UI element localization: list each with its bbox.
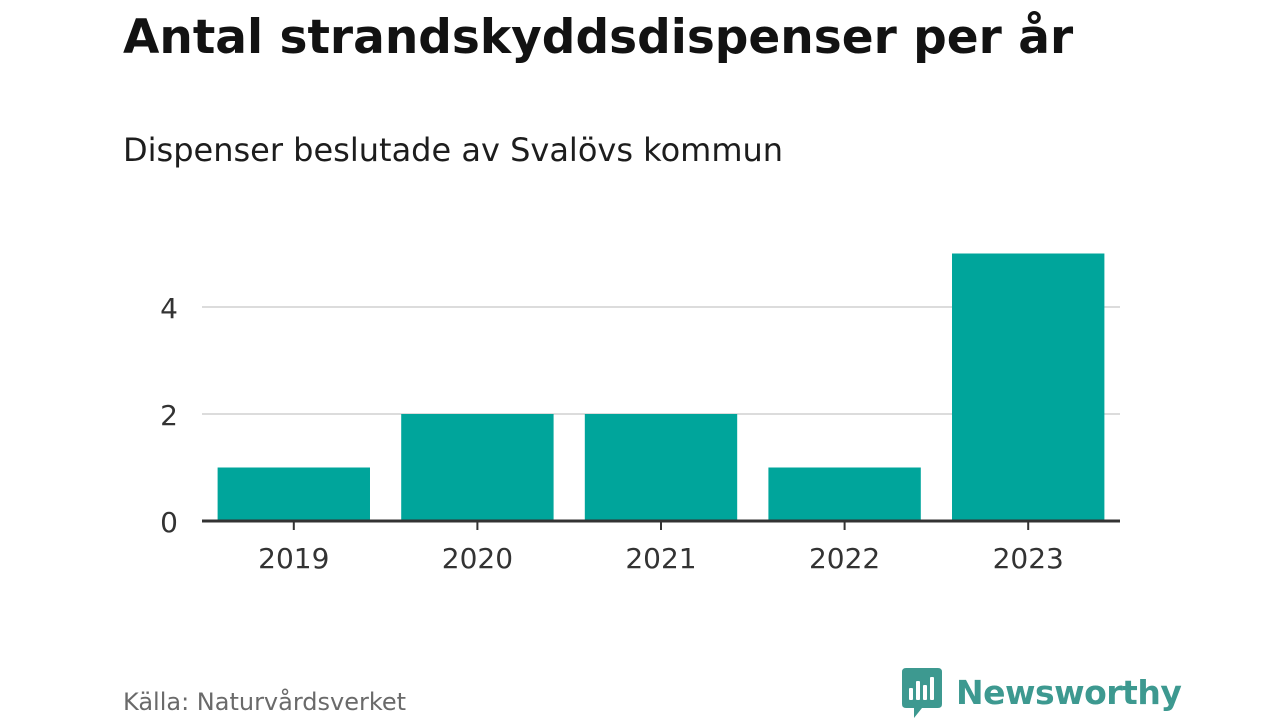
x-tick-label: 2023 [993,542,1064,575]
y-tick-label: 0 [160,506,178,539]
y-tick-label: 4 [160,292,178,325]
bar-2021 [584,414,738,521]
chart-subtitle: Dispenser beslutade av Svalövs kommun [123,131,784,169]
bar-2022 [768,467,921,521]
source-note: Källa: Naturvårdsverket [123,688,407,716]
bars [217,253,1105,521]
tick-labels: 0 2 4 2019 2020 2021 2022 2023 [160,292,1064,575]
newsworthy-brand: Newsworthy [902,668,1182,718]
x-tick-label: 2022 [809,542,880,575]
bar-chart: 0 2 4 2019 2020 2021 2022 2023 [160,253,1120,575]
x-tick-label: 2021 [625,542,696,575]
newsworthy-logo-icon [902,668,942,718]
x-tick-label: 2020 [442,542,513,575]
chart-title: Antal strandskyddsdispenser per år [123,10,1074,65]
x-tick-label: 2019 [258,542,329,575]
bar-2023 [952,253,1105,521]
bar-2019 [217,467,370,521]
brand-name: Newsworthy [956,673,1182,712]
axes [202,519,1120,530]
bar-2020 [401,414,554,521]
y-tick-label: 2 [160,399,178,432]
